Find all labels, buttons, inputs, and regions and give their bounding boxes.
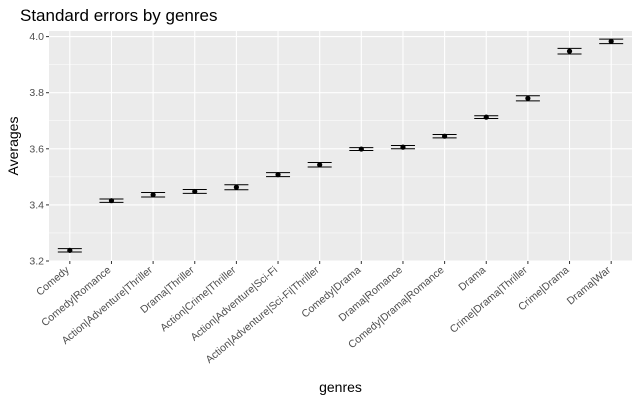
data-point	[317, 162, 323, 168]
x-tick-label: Drama	[456, 264, 488, 294]
plot-panel	[49, 31, 632, 261]
x-axis-title: genres	[319, 379, 362, 395]
data-point	[192, 188, 198, 195]
data-point	[608, 38, 614, 44]
x-tick-label: Crime|Drama|Thriller	[448, 264, 530, 336]
y-tick-label: 4.0	[29, 31, 44, 43]
y-tick-label: 3.6	[29, 143, 44, 155]
chart-title: Standard errors by genres	[20, 6, 218, 25]
x-tick-label: Action|Crime|Thriller	[158, 264, 239, 334]
y-axis-title: Averages	[5, 117, 21, 176]
y-tick-label: 3.4	[29, 199, 44, 211]
data-point	[275, 172, 281, 178]
data-point	[525, 95, 531, 101]
x-tick-label: Comedy|Romance	[39, 264, 113, 329]
data-point	[108, 198, 115, 204]
data-point	[67, 247, 73, 253]
y-tick-label: 3.8	[29, 87, 44, 99]
data-point	[358, 146, 364, 152]
x-axis: ComedyComedy|RomanceAction|Adventure|Thr…	[34, 261, 613, 366]
data-marks	[57, 38, 624, 253]
data-point	[483, 114, 489, 120]
x-tick-label: Drama|War	[565, 264, 614, 308]
data-point	[400, 144, 406, 150]
data-point	[442, 133, 448, 139]
data-point	[150, 192, 156, 198]
y-tick-label: 3.2	[29, 256, 44, 268]
y-axis: 3.2 3.4 3.6 3.8 4.0	[29, 31, 49, 268]
data-point	[566, 48, 573, 54]
data-point	[233, 184, 239, 190]
x-tick-label: Comedy	[34, 264, 72, 299]
